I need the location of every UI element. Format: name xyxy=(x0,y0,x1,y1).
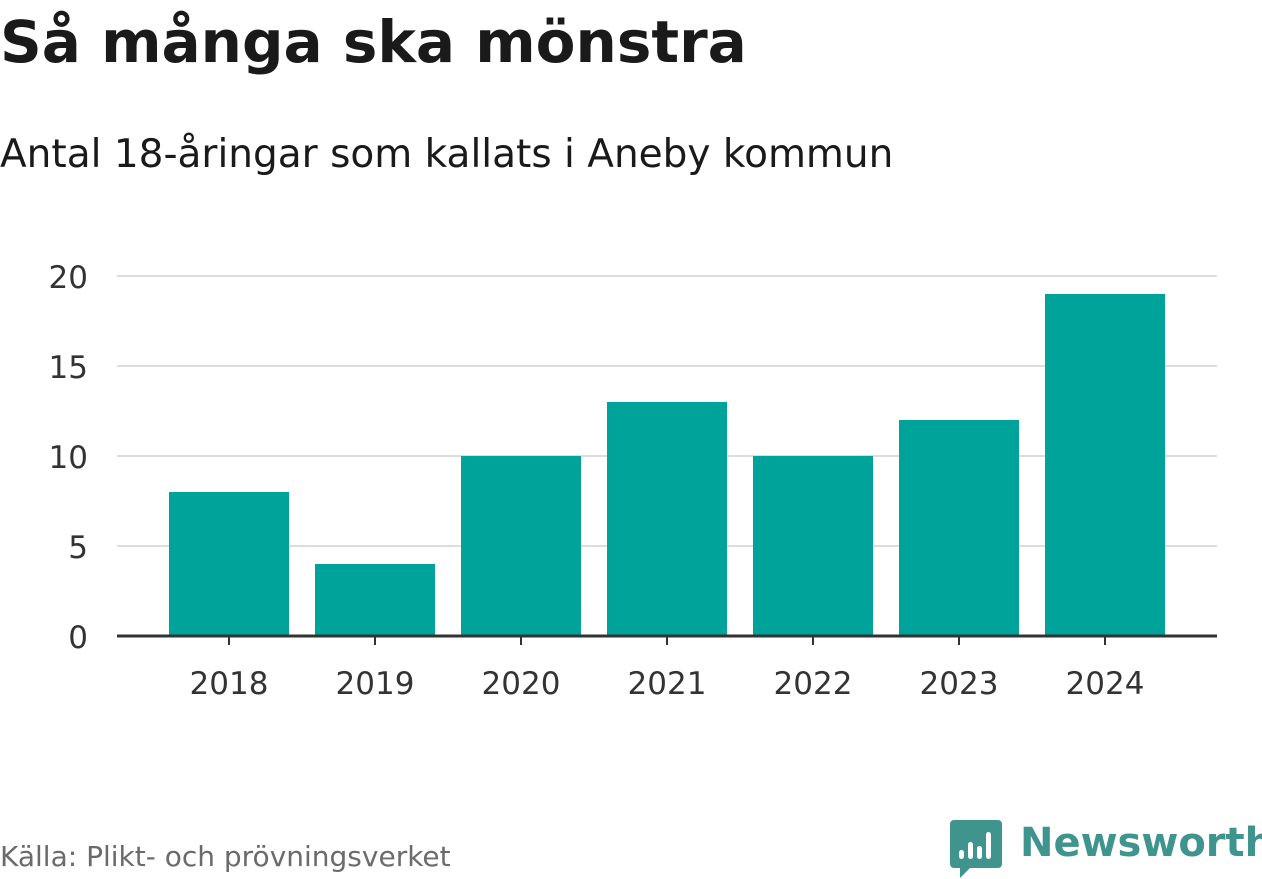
x-tick-label-2024: 2024 xyxy=(1066,666,1145,702)
x-tick-label-2022: 2022 xyxy=(774,666,853,702)
bars xyxy=(169,294,1165,636)
y-tick-label-10: 10 xyxy=(49,440,88,476)
x-tick-label-2021: 2021 xyxy=(628,666,707,702)
newsworthy-logo: Newsworthy xyxy=(950,818,1262,878)
x-tick-label-2019: 2019 xyxy=(336,666,415,702)
y-tick-label-15: 15 xyxy=(49,350,88,386)
bar-2021 xyxy=(607,402,727,636)
bar-2024 xyxy=(1045,294,1165,636)
bar-2018 xyxy=(169,492,289,636)
bar-2020 xyxy=(461,456,581,636)
y-tick-label-0: 0 xyxy=(68,620,88,656)
x-axis-tick-labels: 2018 2019 2020 2021 2022 2023 2024 xyxy=(190,666,1145,702)
bar-2019 xyxy=(315,564,435,636)
bar-2023 xyxy=(899,420,1019,636)
y-tick-label-20: 20 xyxy=(49,260,88,296)
x-tick-label-2023: 2023 xyxy=(920,666,999,702)
x-tick-label-2018: 2018 xyxy=(190,666,269,702)
bar-chart: 0 5 10 15 20 2018 2019 2020 2021 2022 2023 2024 xyxy=(0,0,1262,780)
y-tick-label-5: 5 xyxy=(68,530,88,566)
brand-name: Newsworthy xyxy=(1020,820,1262,866)
source-note: Källa: Plikt- och prövningsverket xyxy=(0,840,451,873)
y-axis-tick-labels: 0 5 10 15 20 xyxy=(49,260,88,656)
x-tick-label-2020: 2020 xyxy=(482,666,561,702)
chart-bubble-icon xyxy=(950,820,1002,878)
bar-2022 xyxy=(753,456,873,636)
